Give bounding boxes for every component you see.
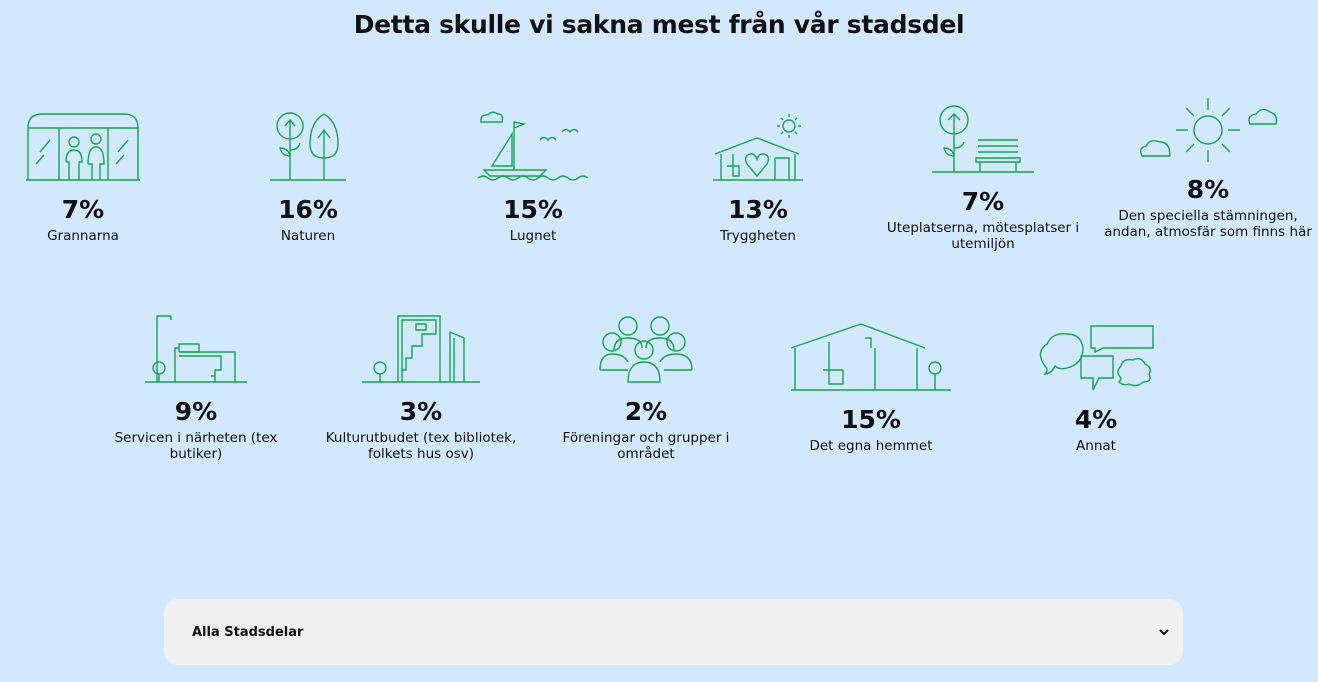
speech-bubbles-icon — [1037, 322, 1155, 392]
stat-value: 15% — [503, 195, 563, 224]
district-select[interactable]: Alla Stadsdelar — [164, 599, 1183, 665]
stat-value: 3% — [399, 397, 443, 426]
stat-value: 15% — [841, 405, 901, 434]
sailboat-icon — [478, 110, 588, 182]
trees-icon — [270, 110, 346, 182]
people-group-icon — [598, 314, 694, 384]
stat-label: Lugnet — [509, 227, 557, 244]
stat-value: 13% — [728, 195, 788, 224]
house-heart-icon — [713, 110, 803, 182]
stat-label: Annat — [1076, 437, 1116, 454]
park-bench-icon — [932, 104, 1034, 174]
stat-item-kulturutbudet: 3% Kulturutbudet (tex bibliotek, folkets… — [316, 314, 526, 462]
stat-item-grannarna: 7% Grannarna — [0, 110, 188, 244]
home-icon — [791, 322, 951, 392]
stat-label: Servicen i närheten (tex butiker) — [114, 429, 278, 462]
stat-label: Det egna hemmet — [809, 437, 933, 454]
district-select-value: Alla Stadsdelar — [192, 624, 304, 640]
stat-value: 7% — [961, 187, 1005, 216]
stat-item-naturen: 16% Naturen — [203, 110, 413, 244]
stat-item-tryggheten: 13% Tryggheten — [653, 110, 863, 244]
stat-item-stamningen: 8% Den speciella stämningen, andan, atmo… — [1103, 96, 1313, 240]
stat-value: 16% — [278, 195, 338, 224]
stat-label: Uteplatserna, mötesplatser i utemiljön — [886, 219, 1080, 252]
stat-value: 7% — [61, 195, 105, 224]
stat-label: Tryggheten — [720, 227, 796, 244]
chevron-down-icon — [1159, 626, 1169, 639]
stat-item-annat: 4% Annat — [991, 322, 1201, 454]
stat-value: 9% — [174, 397, 218, 426]
stat-label: Kulturutbudet (tex bibliotek, folkets hu… — [325, 429, 517, 462]
stat-value: 4% — [1074, 405, 1118, 434]
stat-item-uteplatserna: 7% Uteplatserna, mötesplatser i utemiljö… — [878, 104, 1088, 252]
page-title: Detta skulle vi sakna mest från vår stad… — [353, 10, 965, 39]
stat-label: Naturen — [280, 227, 336, 244]
stat-item-servicen: 9% Servicen i närheten (tex butiker) — [91, 314, 301, 462]
stat-value: 8% — [1186, 175, 1230, 204]
bus-stop-people-icon — [26, 110, 140, 182]
sun-clouds-icon — [1138, 96, 1278, 162]
stat-label: Grannarna — [47, 227, 119, 244]
stat-label: Den speciella stämningen, andan, atmosfä… — [1104, 207, 1312, 240]
store-building-icon — [145, 314, 247, 384]
stat-item-lugnet: 15% Lugnet — [428, 110, 638, 244]
culture-building-icon — [362, 314, 480, 384]
stat-label: Föreningar och grupper i området — [562, 429, 730, 462]
stat-item-hemmet: 15% Det egna hemmet — [766, 322, 976, 454]
stat-value: 2% — [624, 397, 668, 426]
stat-item-foreningar: 2% Föreningar och grupper i området — [541, 314, 751, 462]
